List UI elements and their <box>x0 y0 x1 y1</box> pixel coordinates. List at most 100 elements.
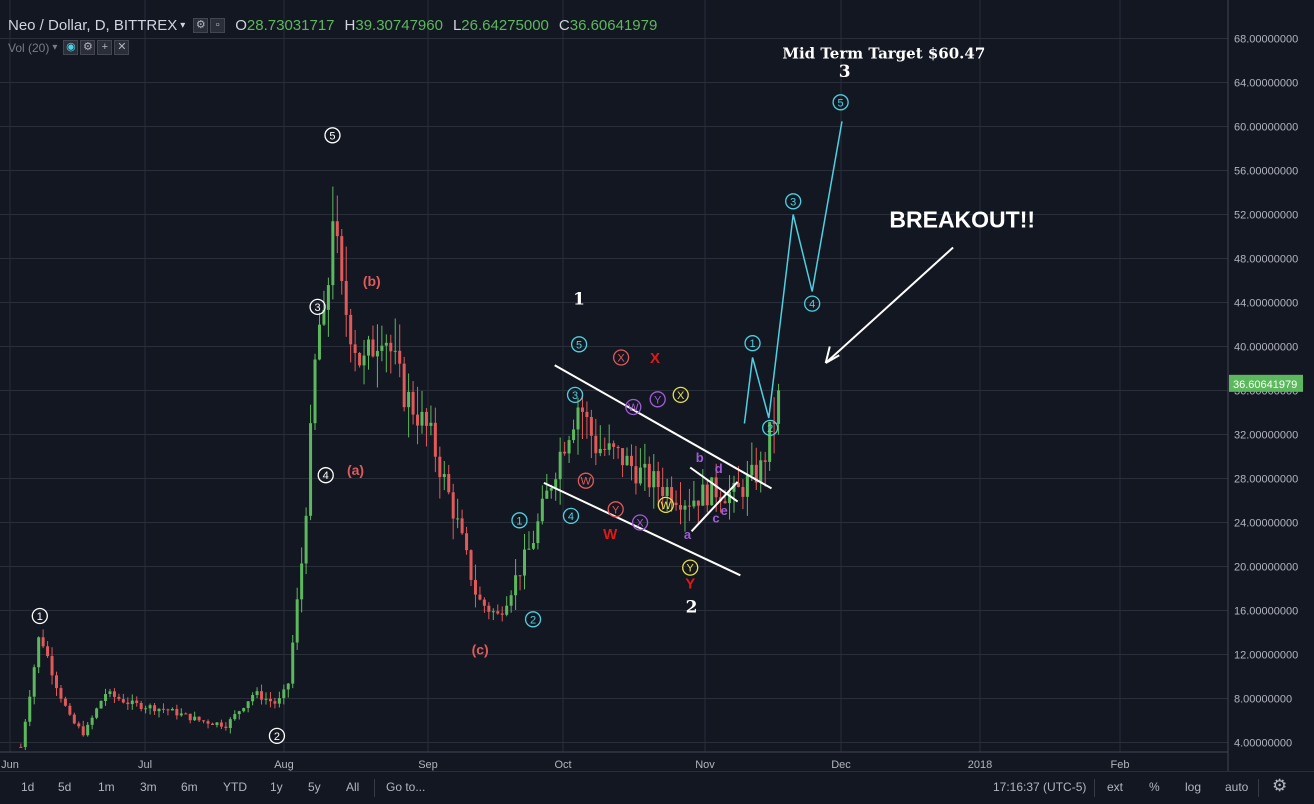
candle-body <box>549 487 553 491</box>
candle-body <box>59 688 63 699</box>
range-3m-button[interactable]: 3m <box>140 780 157 794</box>
candle-body <box>670 487 674 503</box>
percent-scale-toggle[interactable]: % <box>1149 780 1160 794</box>
candle-body <box>540 498 544 522</box>
candle-body <box>656 471 660 487</box>
wave-circle-label: 5 <box>576 339 582 351</box>
candle-body <box>19 746 23 748</box>
candle-body <box>219 722 223 727</box>
x-tick-label: Aug <box>274 759 294 771</box>
candle-body <box>237 711 241 715</box>
candle-body <box>202 720 206 722</box>
wave-1-label: 1 <box>573 290 585 310</box>
candle-body <box>242 708 246 712</box>
x-tick-label: Sep <box>418 759 438 771</box>
candle-body <box>304 515 308 564</box>
candle-body <box>411 391 415 415</box>
candle-body <box>393 350 397 352</box>
candle-body <box>255 691 259 696</box>
range-ytd-button[interactable]: YTD <box>223 780 247 794</box>
y-tick-label: 4.00000000 <box>1234 738 1292 750</box>
candle-body <box>473 579 477 595</box>
ohlc-close-key: C <box>558 17 570 34</box>
range-5d-button[interactable]: 5d <box>58 780 72 794</box>
candle-body <box>335 221 339 237</box>
candle-body <box>696 500 700 506</box>
candle-body <box>420 411 424 426</box>
candle-body <box>353 344 357 353</box>
range-1d-button[interactable]: 1d <box>21 780 35 794</box>
breakout-arrow-head <box>825 354 840 364</box>
divider <box>1094 779 1095 797</box>
candle-body <box>705 484 709 506</box>
candle-body <box>108 691 112 695</box>
candle-body <box>424 411 428 426</box>
candle-body <box>398 350 402 364</box>
x-tick-label: Feb <box>1111 759 1130 771</box>
visibility-icon[interactable]: ◉ <box>63 40 79 55</box>
wave-label-triangle: c <box>712 511 719 526</box>
price-chart[interactable]: 4.00000000 8.00000000 12.00000000 16.000000… <box>0 0 1314 771</box>
goto-date-button[interactable]: Go to... <box>386 780 426 794</box>
candle-body <box>90 717 94 725</box>
close-icon[interactable]: ✕ <box>114 40 130 55</box>
wave-label-wxy: Y <box>685 576 695 593</box>
candle-body <box>99 700 103 709</box>
candle-body <box>500 613 504 615</box>
range-1y-button[interactable]: 1y <box>270 780 283 794</box>
range-all-button[interactable]: All <box>346 780 360 794</box>
candle-body <box>482 599 486 606</box>
candle-body <box>589 416 593 436</box>
wave-circle-label: 4 <box>809 299 815 311</box>
candle-body <box>126 702 130 705</box>
candle-body <box>260 691 264 700</box>
candle-body <box>509 595 513 606</box>
settings-icon[interactable]: ⚙ <box>80 40 96 55</box>
log-scale-toggle[interactable]: log <box>1185 780 1202 794</box>
candle-body <box>576 407 580 430</box>
divider <box>374 779 375 797</box>
volume-indicator-label[interactable]: Vol (20) <box>8 40 50 55</box>
candle-body <box>692 500 696 507</box>
candle-body <box>456 518 460 520</box>
target-annotation: Mid Term Target $60.47 <box>782 44 985 62</box>
clock-readout[interactable]: 17:16:37 (UTC-5) <box>993 780 1087 794</box>
candle-body <box>28 696 32 722</box>
triangle-upper-line <box>689 466 739 503</box>
candle-body <box>313 359 317 424</box>
symbol-title[interactable]: Neo / Dollar, D, BITTREX <box>8 17 178 34</box>
range-5y-button[interactable]: 5y <box>308 780 321 794</box>
candle-body <box>95 708 99 718</box>
extended-hours-toggle[interactable]: ext <box>1107 780 1124 794</box>
y-tick-label: 40.00000000 <box>1234 342 1298 354</box>
wave-circle <box>607 501 624 518</box>
hide-icon[interactable]: ▫ <box>210 18 226 33</box>
candle-body <box>514 575 518 596</box>
caret-down-icon[interactable]: ▾ <box>180 20 186 31</box>
range-1m-button[interactable]: 1m <box>98 780 115 794</box>
range-6m-button[interactable]: 6m <box>181 780 198 794</box>
ohlc-open-key: O <box>235 17 247 34</box>
candle-body <box>153 705 157 712</box>
y-tick-label: 68.00000000 <box>1234 34 1298 46</box>
candle-body <box>375 350 379 357</box>
candle-body <box>193 716 197 721</box>
candle-body <box>629 455 633 467</box>
candle-body <box>768 421 772 462</box>
wave-circle <box>785 193 802 210</box>
settings-icon[interactable]: ⚙ <box>193 18 209 33</box>
candle-body <box>523 549 527 576</box>
gear-icon[interactable]: ⚙ <box>1272 776 1288 795</box>
candle-body <box>607 443 611 450</box>
candle-body <box>340 236 344 281</box>
candle-body <box>63 698 67 706</box>
auto-scale-toggle[interactable]: auto <box>1225 780 1249 794</box>
candle-body <box>745 475 749 497</box>
y-tick-label: 12.00000000 <box>1234 650 1298 662</box>
add-icon[interactable]: + <box>97 40 113 55</box>
candle-body <box>117 696 121 700</box>
chart-legend: Neo / Dollar, D, BITTREX ▾ ⚙ ▫ O 28.73031… <box>0 0 1228 60</box>
candle-body <box>317 324 321 360</box>
caret-down-icon[interactable]: ▾ <box>52 42 58 53</box>
wave-circle-label: Y <box>687 563 695 575</box>
